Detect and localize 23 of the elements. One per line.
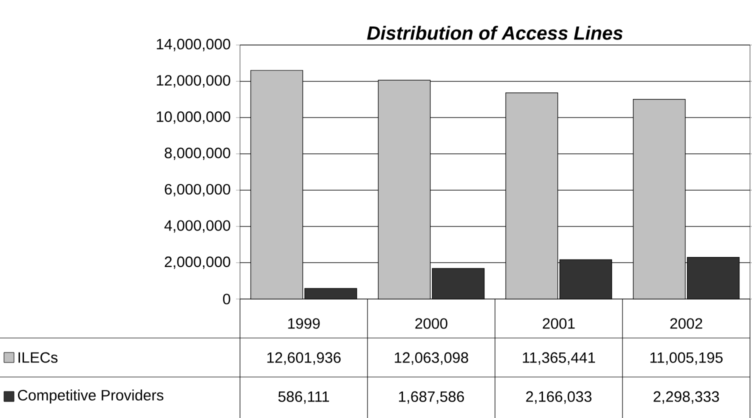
data-label: 11,005,195 — [650, 352, 723, 365]
legend-label: ILECs — [18, 352, 58, 363]
x-tick-label: 2000 — [415, 318, 448, 329]
y-tick-label: 14,000,000 — [156, 38, 230, 52]
data-label: 586,111 — [278, 391, 330, 404]
y-tick-label: 12,000,000 — [156, 75, 230, 88]
data-label: 11,365,441 — [522, 352, 595, 365]
data-label: 2,166,033 — [526, 391, 592, 404]
y-tick-label: 0 — [223, 294, 230, 304]
x-tick-label: 2001 — [542, 318, 575, 329]
x-tick-label: 1999 — [288, 318, 320, 329]
y-tick-label: 10,000,000 — [156, 111, 230, 124]
legend-label: Competitive Providers — [18, 390, 164, 404]
data-label: 1,687,586 — [399, 391, 464, 404]
data-label: 12,063,098 — [394, 352, 468, 365]
data-label: 2,298,333 — [654, 391, 719, 404]
y-tick-label: 8,000,000 — [164, 148, 230, 160]
data-label: 12,601,936 — [267, 352, 341, 365]
x-tick-label: 2002 — [670, 318, 702, 329]
y-tick-label: 2,000,000 — [164, 256, 230, 269]
y-tick-label: 4,000,000 — [164, 220, 230, 233]
y-tick-label: 6,000,000 — [164, 184, 230, 196]
chart-title: Distribution of Access Lines — [367, 26, 623, 40]
